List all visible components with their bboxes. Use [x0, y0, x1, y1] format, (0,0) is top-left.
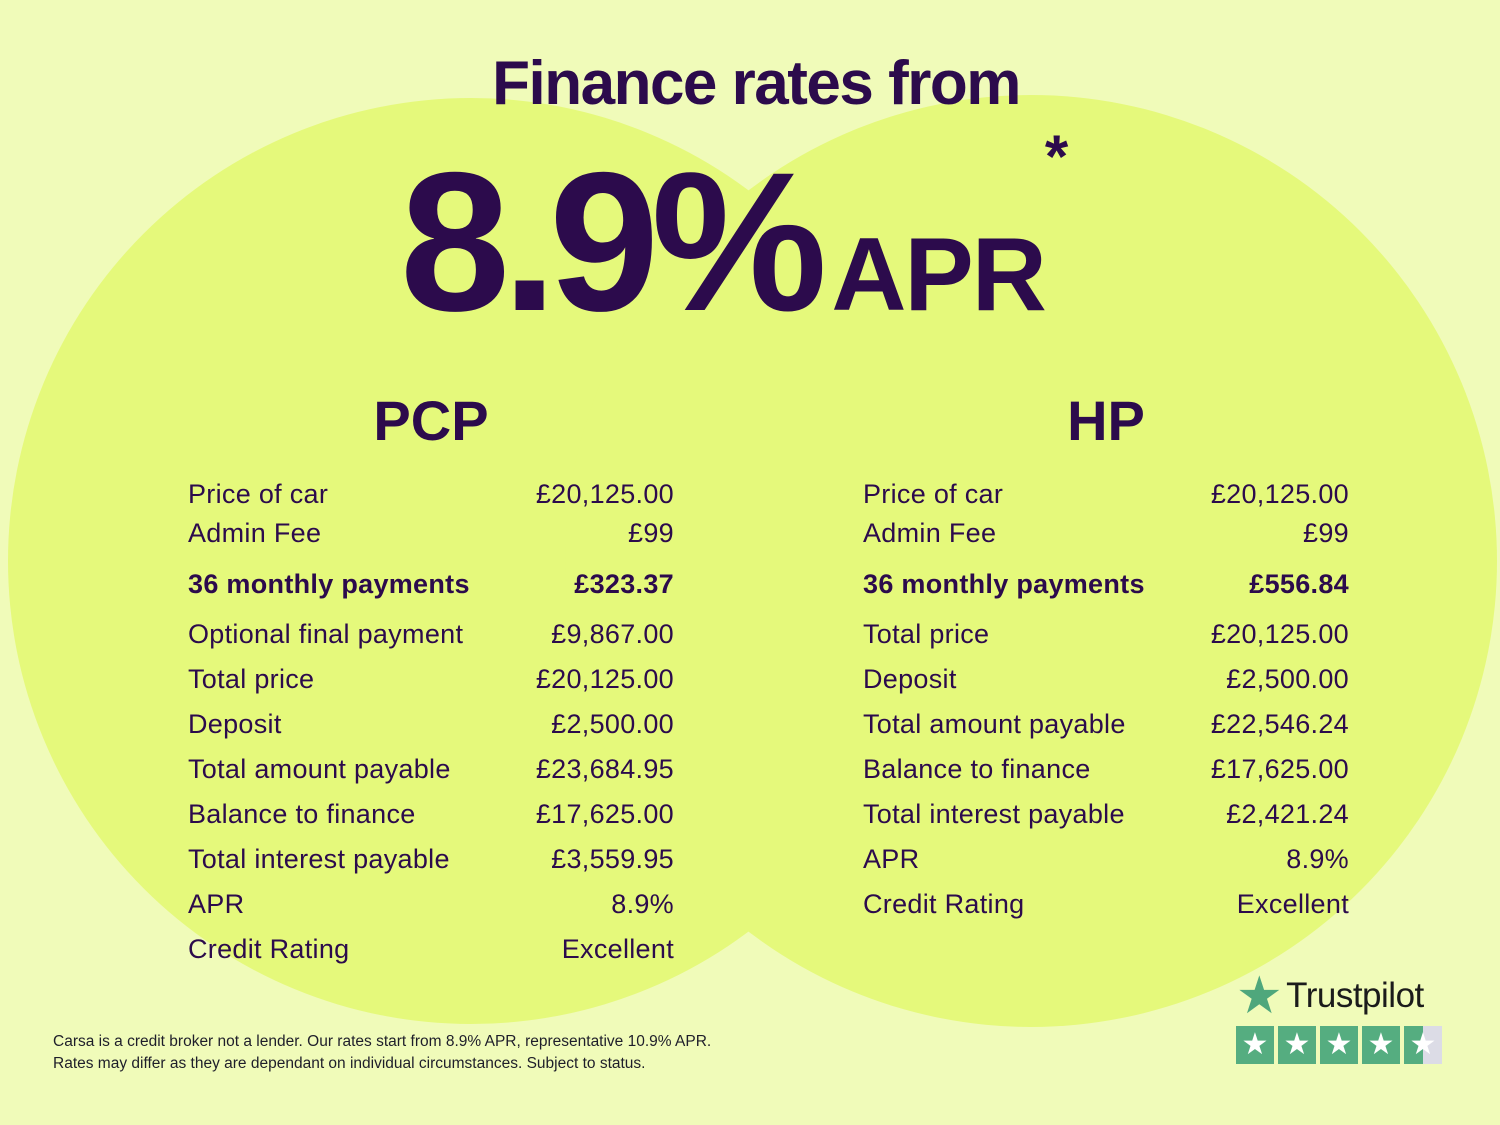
row-label: Total interest payable: [188, 844, 450, 874]
trustpilot-name: Trustpilot: [1286, 976, 1424, 1015]
row-value: £2,500.00: [551, 709, 674, 739]
hp-table: HP Price of car £20,125.00 Admin Fee £99 36 …: [863, 385, 1349, 927]
table-row: Price of car £20,125.00: [188, 477, 674, 511]
row-value: £323.37: [574, 569, 674, 599]
row-value: £23,684.95: [535, 754, 674, 784]
disclaimer: Carsa is a credit broker not a lender. O…: [53, 1031, 711, 1075]
table-row: Admin Fee £99: [863, 511, 1349, 556]
table-row: Total interest payable £3,559.95: [188, 837, 674, 882]
row-label: Balance to finance: [188, 799, 416, 829]
row-label: Optional final payment: [188, 619, 464, 649]
table-row: Total amount payable £22,546.24: [863, 702, 1349, 747]
row-label: APR: [188, 889, 245, 919]
row-value: £2,500.00: [1226, 664, 1349, 694]
right-decorative-circle: [565, 95, 1497, 1027]
row-label: Credit Rating: [863, 889, 1025, 919]
row-value: Excellent: [561, 934, 674, 964]
table-row: Credit Rating Excellent: [188, 927, 674, 972]
row-label: 36 monthly payments: [188, 569, 470, 599]
row-value: £99: [1303, 518, 1349, 548]
table-row: Optional final payment £9,867.00: [188, 612, 674, 657]
table-row: Total price £20,125.00: [188, 657, 674, 702]
rating-star-icon: ★: [1320, 1026, 1358, 1064]
row-value: £20,125.00: [535, 479, 674, 509]
row-value: £17,625.00: [535, 799, 674, 829]
rating-star-icon: ★: [1236, 1026, 1274, 1064]
row-value: £99: [628, 518, 674, 548]
row-label: 36 monthly payments: [863, 569, 1145, 599]
rate-display: 8.9% APR *: [400, 123, 1068, 355]
row-label: Price of car: [188, 479, 329, 509]
row-value: £20,125.00: [535, 664, 674, 694]
hp-title: HP: [1067, 389, 1145, 452]
row-label: Price of car: [863, 479, 1004, 509]
table-row: Admin Fee £99: [188, 511, 674, 556]
table-row: Total price £20,125.00: [863, 612, 1349, 657]
rate-value: 8.9%: [400, 131, 827, 352]
row-value: £20,125.00: [1210, 619, 1349, 649]
row-label: Total price: [863, 619, 990, 649]
trustpilot-rating: ★ ★ ★ ★ ★: [1236, 1026, 1446, 1064]
row-value: £9,867.00: [551, 619, 674, 649]
row-value: £17,625.00: [1210, 754, 1349, 784]
table-row: 36 monthly payments £556.84: [863, 556, 1349, 612]
rating-star-icon: ★: [1362, 1026, 1400, 1064]
row-label: Balance to finance: [863, 754, 1091, 784]
row-value: £20,125.00: [1210, 479, 1349, 509]
table-row: Balance to finance £17,625.00: [863, 747, 1349, 792]
disclaimer-line-2: Rates may differ as they are dependant o…: [53, 1055, 646, 1072]
row-value: £2,421.24: [1226, 799, 1349, 829]
row-value: Excellent: [1236, 889, 1349, 919]
table-row: 36 monthly payments £323.37: [188, 556, 674, 612]
row-value: 8.9%: [1286, 844, 1349, 874]
row-label: Deposit: [188, 709, 282, 739]
row-label: Total price: [188, 664, 315, 694]
row-label: Admin Fee: [863, 518, 997, 548]
table-row: Credit Rating Excellent: [863, 882, 1349, 927]
trustpilot-logo: ★ Trustpilot: [1236, 967, 1446, 1025]
row-label: Deposit: [863, 664, 957, 694]
table-row: Deposit £2,500.00: [863, 657, 1349, 702]
table-row: Balance to finance £17,625.00: [188, 792, 674, 837]
rate-asterisk: *: [1044, 123, 1069, 190]
row-label: Credit Rating: [188, 934, 350, 964]
headline: Finance rates from: [492, 49, 1021, 118]
disclaimer-line-1: Carsa is a credit broker not a lender. O…: [53, 1033, 712, 1050]
pcp-table: PCP Price of car £20,125.00 Admin Fee £99 36…: [188, 385, 674, 972]
row-value: £22,546.24: [1210, 709, 1349, 739]
row-label: Total amount payable: [863, 709, 1126, 739]
table-row: Deposit £2,500.00: [188, 702, 674, 747]
row-value: £3,559.95: [551, 844, 674, 874]
table-row: Total interest payable £2,421.24: [863, 792, 1349, 837]
trustpilot-badge: ★ Trustpilot ★ ★ ★ ★ ★: [1236, 967, 1446, 1064]
row-label: APR: [863, 844, 920, 874]
table-row: APR 8.9%: [863, 837, 1349, 882]
pcp-title: PCP: [373, 389, 489, 452]
star-icon: ★: [1236, 967, 1283, 1025]
row-label: Admin Fee: [188, 518, 322, 548]
row-value: £556.84: [1249, 569, 1349, 599]
rating-star-icon: ★: [1404, 1026, 1442, 1064]
rate-suffix: APR: [831, 217, 1047, 333]
row-label: Total amount payable: [188, 754, 451, 784]
table-row: Total amount payable £23,684.95: [188, 747, 674, 792]
row-label: Total interest payable: [863, 799, 1125, 829]
table-row: APR 8.9%: [188, 882, 674, 927]
row-value: 8.9%: [611, 889, 674, 919]
rating-star-icon: ★: [1278, 1026, 1316, 1064]
table-row: Price of car £20,125.00: [863, 477, 1349, 511]
